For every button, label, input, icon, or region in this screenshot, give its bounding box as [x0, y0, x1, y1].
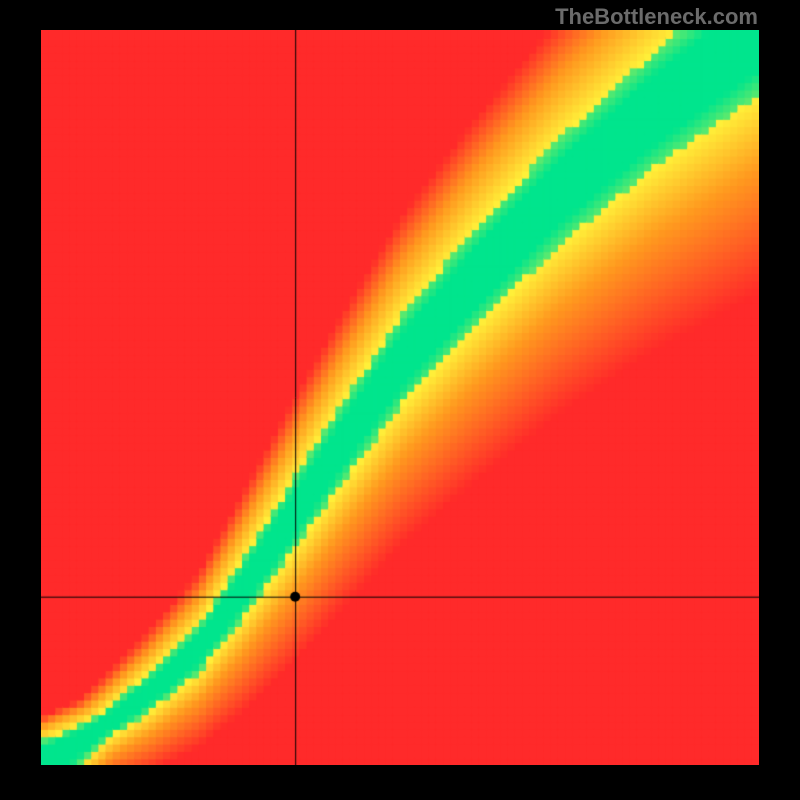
- bottleneck-heatmap: [41, 30, 759, 765]
- watermark-text: TheBottleneck.com: [555, 4, 758, 30]
